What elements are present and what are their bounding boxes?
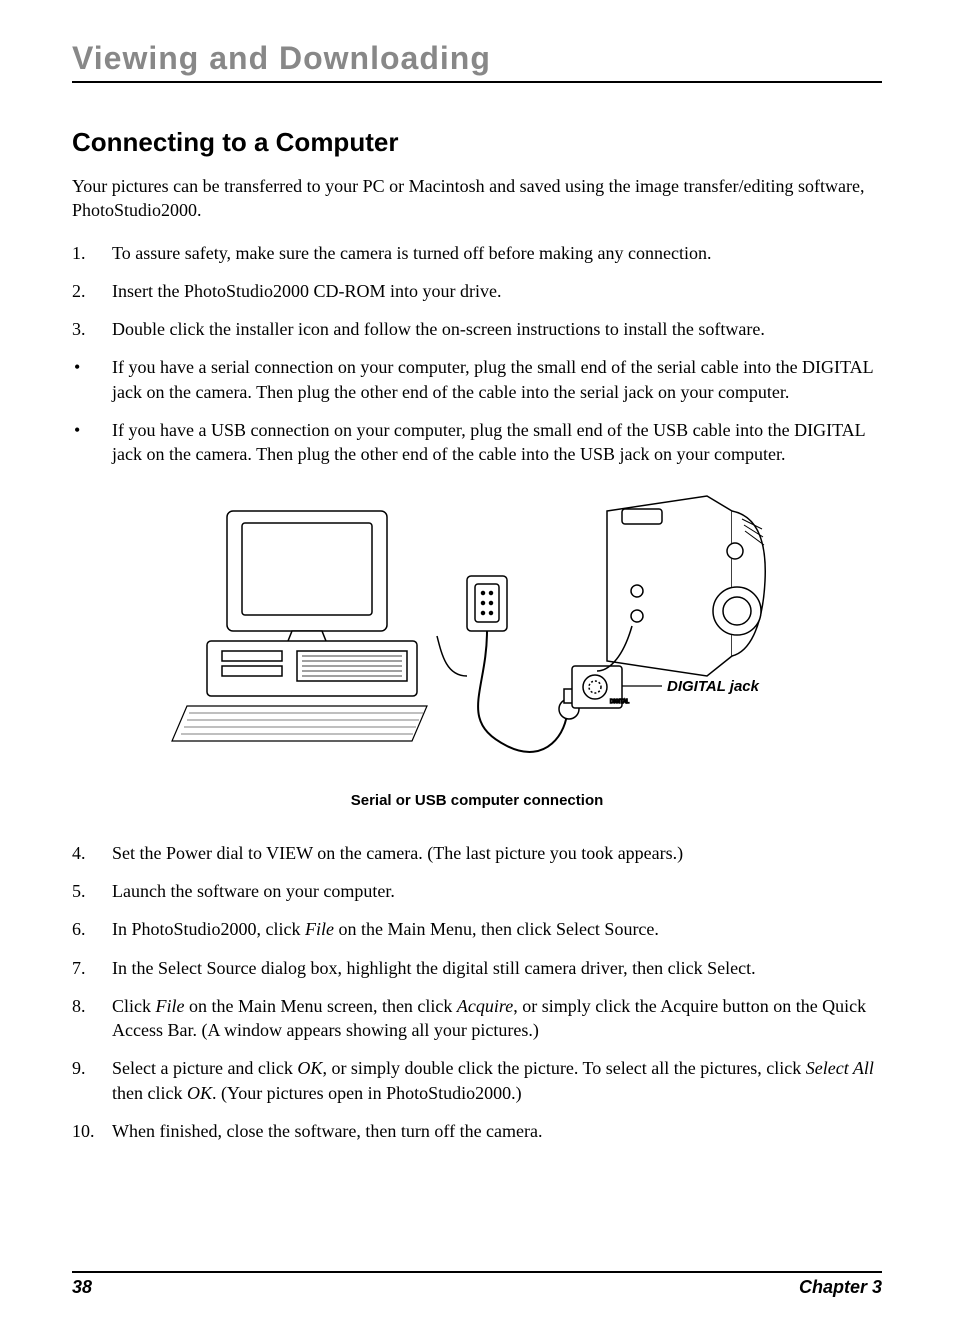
step-number: 6. [72, 917, 112, 941]
step-text: Launch the software on your computer. [112, 879, 882, 903]
step-number: 10. [72, 1119, 112, 1143]
step-text: In PhotoStudio2000, click File on the Ma… [112, 917, 882, 941]
chapter-label: Chapter 3 [799, 1277, 882, 1298]
step-item: 4.Set the Power dial to VIEW on the came… [72, 841, 882, 865]
step-number: 2. [72, 279, 112, 303]
digital-port-text: DIGITAL [610, 699, 629, 705]
step-number: 7. [72, 956, 112, 980]
bullet-list: • If you have a serial connection on you… [72, 355, 882, 466]
step-item: 7.In the Select Source dialog box, highl… [72, 956, 882, 980]
step-number: 4. [72, 841, 112, 865]
step-item: 9.Select a picture and click OK, or simp… [72, 1056, 882, 1105]
page-number: 38 [72, 1277, 92, 1298]
step-text: Select a picture and click OK, or simply… [112, 1056, 882, 1105]
connection-figure: DIGITAL DIGITAL jack Serial or USB compu… [72, 481, 882, 809]
step-text: Set the Power dial to VIEW on the camera… [112, 841, 882, 865]
step-number: 8. [72, 994, 112, 1043]
step-item: 6.In PhotoStudio2000, click File on the … [72, 917, 882, 941]
bullet-marker: • [72, 418, 112, 467]
step-number: 5. [72, 879, 112, 903]
step-item: 3. Double click the installer icon and f… [72, 317, 882, 341]
step-text: When finished, close the software, then … [112, 1119, 882, 1143]
step-text: Click File on the Main Menu screen, then… [112, 994, 882, 1043]
bullet-text: If you have a serial connection on your … [112, 355, 882, 404]
bullet-item: • If you have a USB connection on your c… [72, 418, 882, 467]
section-heading: Connecting to a Computer [72, 127, 882, 158]
chapter-heading: Viewing and Downloading [72, 40, 882, 83]
step-number: 1. [72, 241, 112, 265]
step-item: 1. To assure safety, make sure the camer… [72, 241, 882, 265]
digital-jack-label: DIGITAL jack [667, 678, 760, 695]
step-item: 8.Click File on the Main Menu screen, th… [72, 994, 882, 1043]
steps-list-bottom: 4.Set the Power dial to VIEW on the came… [72, 841, 882, 1144]
intro-paragraph: Your pictures can be transferred to your… [72, 174, 882, 223]
bullet-item: • If you have a serial connection on you… [72, 355, 882, 404]
page-footer: 38 Chapter 3 [72, 1271, 882, 1298]
step-number: 3. [72, 317, 112, 341]
step-item: 2. Insert the PhotoStudio2000 CD-ROM int… [72, 279, 882, 303]
steps-list-top: 1. To assure safety, make sure the camer… [72, 241, 882, 342]
step-text: Double click the installer icon and foll… [112, 317, 882, 341]
step-number: 9. [72, 1056, 112, 1105]
connection-diagram-svg: DIGITAL DIGITAL jack [167, 481, 787, 781]
step-text: Insert the PhotoStudio2000 CD-ROM into y… [112, 279, 882, 303]
step-text: To assure safety, make sure the camera i… [112, 241, 882, 265]
bullet-marker: • [72, 355, 112, 404]
figure-caption: Serial or USB computer connection [72, 792, 882, 809]
step-item: 5.Launch the software on your computer. [72, 879, 882, 903]
bullet-text: If you have a USB connection on your com… [112, 418, 882, 467]
step-item: 10.When finished, close the software, th… [72, 1119, 882, 1143]
step-text: In the Select Source dialog box, highlig… [112, 956, 882, 980]
